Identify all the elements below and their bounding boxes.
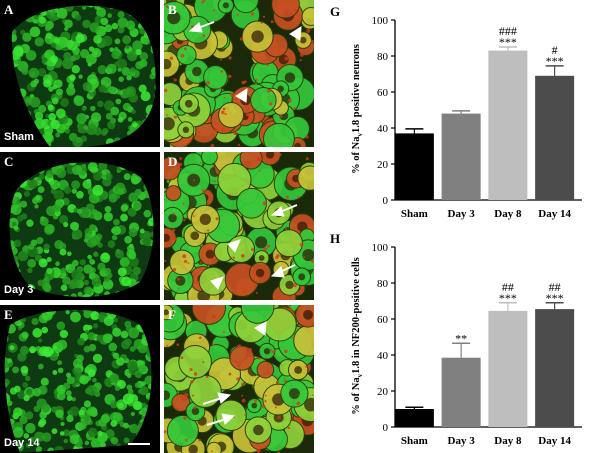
panel-label-e: E: [4, 307, 13, 322]
micrograph-panel-a: A Sham: [0, 0, 160, 147]
significance-marker: **: [455, 331, 467, 345]
micrograph-panel-f: F: [164, 305, 314, 453]
significance-marker-secondary: ##: [502, 280, 514, 294]
y-tick-label: 0: [383, 422, 389, 434]
bar: [441, 113, 481, 200]
panel-label-f: F: [168, 307, 176, 322]
micrograph-panel-d: D: [164, 152, 314, 300]
x-tick-label: Day 8: [494, 435, 522, 447]
bar: [535, 309, 575, 427]
panel-label-c: C: [4, 154, 14, 169]
y-tick-label: 0: [383, 195, 389, 207]
neuron-image-b: [164, 0, 314, 147]
drg-tissue-image-a: [11, 5, 156, 147]
micrograph-panel-b: B: [164, 0, 314, 147]
y-tick-label: 100: [372, 242, 389, 254]
micrograph-panel-e: E Day 14: [0, 305, 160, 453]
condition-label-day14: Day 14: [4, 437, 40, 449]
significance-marker: ***: [499, 291, 517, 305]
x-tick-label: Day 8: [494, 208, 522, 220]
scale-bar: [128, 443, 150, 445]
y-tick-label: 80: [377, 278, 389, 290]
neuron-image-f: [164, 305, 314, 453]
chart-panel-label-h: H: [330, 231, 340, 246]
y-axis-label-h: % of Nav1.8 in NF200-positive cells: [351, 257, 364, 415]
panel-label-d: D: [168, 154, 178, 169]
significance-marker-secondary: ###: [499, 24, 517, 38]
significance-marker: ***: [546, 54, 564, 68]
bar: [394, 409, 434, 427]
significance-marker-secondary: #: [552, 43, 558, 57]
x-tick-label: Sham: [401, 208, 428, 220]
y-tick-label: 60: [377, 87, 389, 99]
y-axis-label-g: % of Nav1.8 positive neurons: [351, 44, 364, 174]
condition-label-day3: Day 3: [4, 284, 34, 296]
panel-label-b: B: [168, 2, 177, 17]
bar: [441, 357, 481, 427]
y-tick-label: 60: [377, 314, 389, 326]
bar-chart-g: G % of Nav1.8 positive neurons 0 20 40 60 80…: [330, 4, 582, 220]
y-tick-label: 20: [377, 386, 389, 398]
chart-panel-label-g: G: [330, 4, 340, 19]
bar: [394, 133, 434, 200]
panel-label-a: A: [4, 2, 14, 17]
neuron-image-d: [164, 152, 314, 300]
significance-marker: ***: [499, 35, 517, 49]
y-tick-label: 100: [372, 15, 389, 27]
y-tick-label: 80: [377, 51, 389, 63]
y-tick-label: 40: [377, 350, 389, 362]
x-tick-label: Day 3: [448, 208, 476, 220]
x-tick-label: Day 14: [538, 208, 571, 220]
bar-chart-h: H % of Nav1.8 in NF200-positive cells 0 2…: [330, 231, 582, 447]
drg-tissue-image-e: [4, 310, 152, 453]
micrograph-panel-c: C Day 3: [0, 152, 160, 300]
drg-tissue-image-c: [9, 162, 154, 297]
x-tick-label: Sham: [401, 435, 428, 447]
y-tick-label: 40: [377, 123, 389, 135]
y-tick-label: 20: [377, 159, 389, 171]
significance-marker: ***: [546, 291, 564, 305]
significance-marker-secondary: ##: [549, 280, 561, 294]
bar: [535, 75, 575, 200]
x-tick-label: Day 14: [538, 435, 571, 447]
condition-label-sham: Sham: [4, 131, 34, 143]
x-tick-label: Day 3: [448, 435, 476, 447]
bar: [488, 310, 528, 427]
bar: [488, 50, 528, 200]
